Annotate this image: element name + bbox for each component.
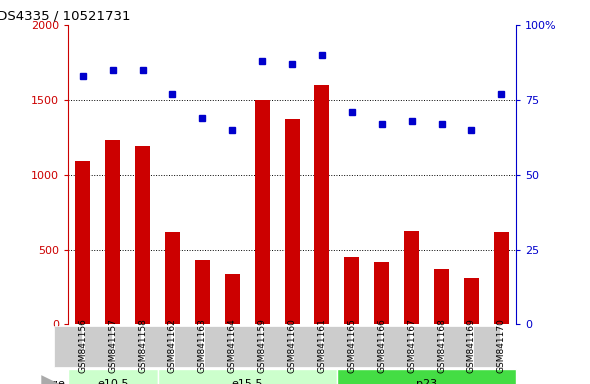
- Text: GSM841158: GSM841158: [138, 318, 147, 373]
- Text: GSM841159: GSM841159: [258, 318, 267, 373]
- Polygon shape: [41, 375, 59, 384]
- Text: GSM841164: GSM841164: [228, 318, 237, 373]
- Text: GSM841160: GSM841160: [287, 318, 297, 373]
- Bar: [165, 232, 180, 324]
- Text: p23: p23: [416, 379, 437, 384]
- Text: GSM841163: GSM841163: [198, 318, 207, 373]
- Bar: [76, 161, 90, 324]
- Text: age: age: [44, 379, 65, 384]
- Text: GSM841166: GSM841166: [377, 318, 386, 373]
- Bar: [225, 273, 240, 324]
- Bar: [284, 119, 300, 324]
- Text: GSM841165: GSM841165: [348, 318, 356, 373]
- Text: GSM841157: GSM841157: [108, 318, 117, 373]
- Bar: [195, 260, 210, 324]
- Text: GSM841162: GSM841162: [168, 318, 177, 373]
- Bar: [345, 257, 359, 324]
- Bar: [374, 262, 389, 324]
- Text: GSM841156: GSM841156: [78, 318, 87, 373]
- Text: e15.5: e15.5: [231, 379, 263, 384]
- Bar: [255, 100, 270, 324]
- Bar: [404, 231, 419, 324]
- Text: e10.5: e10.5: [97, 379, 129, 384]
- Title: GDS4335 / 10521731: GDS4335 / 10521731: [0, 9, 130, 22]
- Bar: [135, 146, 150, 324]
- Bar: [494, 232, 509, 324]
- Bar: [464, 278, 479, 324]
- Bar: [434, 269, 449, 324]
- Text: GSM841161: GSM841161: [317, 318, 326, 373]
- Text: GSM841167: GSM841167: [407, 318, 416, 373]
- Text: GSM841168: GSM841168: [437, 318, 446, 373]
- Bar: [105, 140, 120, 324]
- Text: GSM841170: GSM841170: [497, 318, 506, 373]
- Bar: [314, 85, 329, 324]
- Text: GSM841169: GSM841169: [467, 318, 476, 373]
